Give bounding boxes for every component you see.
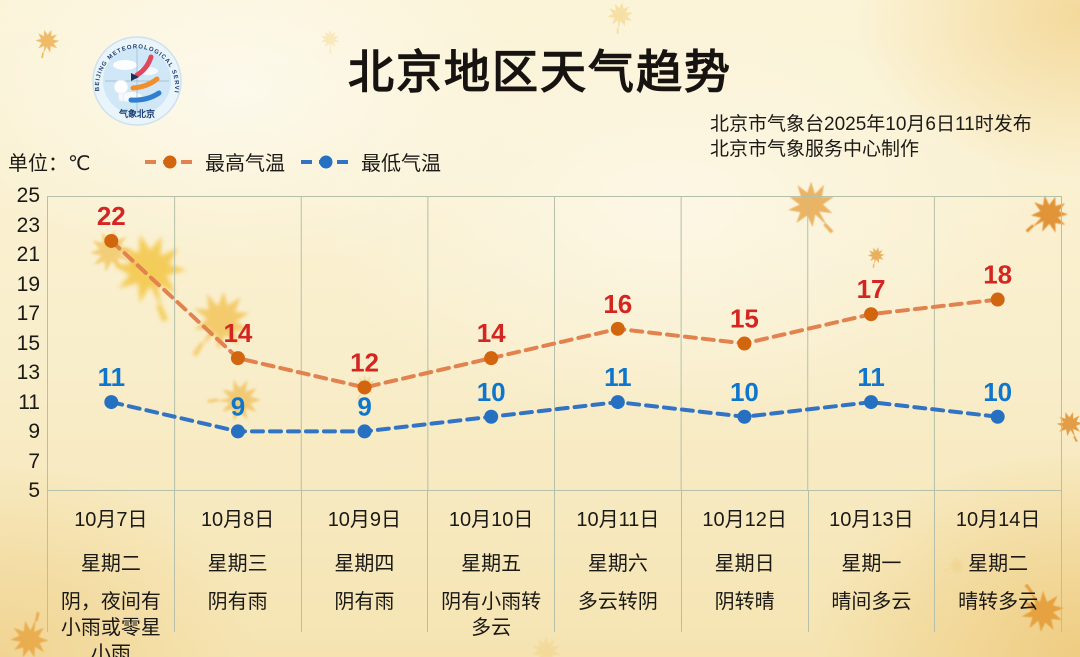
low-temp-point: [864, 395, 879, 410]
y-axis-tick: 9: [28, 420, 40, 443]
high-temp-line-swatch-icon: [145, 155, 195, 168]
day-weekday-label: 星期二: [80, 553, 141, 575]
low-temp-line-swatch-icon: [301, 155, 351, 168]
day-weather-label: 多云转阴: [577, 591, 658, 613]
low-temp-point: [484, 409, 499, 424]
high-temp-point: [104, 233, 119, 248]
day-weekday-label: 星期六: [587, 553, 648, 575]
day-date-label: 10月14日: [955, 509, 1041, 531]
low-temp-point: [230, 424, 245, 439]
low-temp-value-label: 11: [604, 362, 632, 392]
day-weather-label: 晴间多云: [831, 591, 912, 613]
publisher-line1: 北京市气象台2025年10月6日11时发布: [710, 114, 1032, 135]
y-axis-tick: 13: [16, 361, 40, 384]
high-temp-point: [737, 336, 752, 351]
x-axis-day-columns: 10月7日 星期二 阴，夜间有小雨或零星小雨 10月8日 星期三 阴有雨 10月9日 星期四阴…: [47, 491, 1062, 657]
low-temp-value-label: 10: [983, 377, 1012, 407]
day-weekday-label: 星期三: [207, 553, 268, 575]
day-date-label: 10月11日: [576, 509, 660, 531]
day-date-label: 10月13日: [829, 509, 914, 531]
day-weather-label: 阴有小雨转多云: [441, 591, 542, 639]
y-axis-tick: 23: [16, 213, 40, 237]
plot-area: 22 14 12 14 16 15 17 18 11 9 9 10 11 10 11 10: [47, 196, 1062, 491]
day-weather-label: 阴转晴: [714, 591, 775, 613]
high-temp-point: [357, 380, 372, 395]
high-temp-line: [109, 238, 1000, 390]
low-temp-line: [109, 400, 1000, 434]
low-temp-point: [737, 409, 752, 424]
high-temp-value-label: 16: [603, 289, 632, 319]
low-temp-point: [104, 395, 119, 410]
y-axis-tick: 19: [16, 272, 40, 296]
y-axis-tick: 21: [16, 243, 40, 266]
logo-bottom-text: 气象北京: [118, 108, 155, 119]
day-weekday-label: 星期五: [461, 553, 522, 575]
high-temp-point: [484, 351, 499, 366]
low-temp-value-label: 10: [730, 377, 759, 407]
page-title: 北京地区天气趋势: [348, 46, 732, 98]
day-column: 10月8日星期三阴有雨: [173, 491, 301, 632]
day-column: 10月9日星期四阴有雨: [300, 491, 428, 632]
day-weekday-label: 星期一: [841, 553, 902, 575]
high-temp-point: [864, 307, 879, 322]
low-temp-value-label: 11: [857, 362, 885, 392]
day-weekday-label: 星期日: [714, 553, 775, 575]
day-date-label: 10月7日: [74, 509, 148, 531]
day-column: 10月12日 星期日阴转晴: [680, 491, 808, 632]
low-temp-value-label: 10: [477, 377, 506, 407]
day-weather-label: 阴有雨: [334, 591, 395, 613]
day-date-label: 10月8日: [200, 509, 275, 531]
high-temp-value-label: 15: [730, 304, 759, 334]
low-temp-value-label: 11: [98, 362, 126, 392]
y-axis-tick: 5: [28, 479, 40, 502]
day-column: 10月10日 星期五阴有小雨转多云: [427, 491, 554, 639]
high-temp-value-label: 14: [477, 318, 506, 348]
publisher-info: 北京市气象台2025年10月6日11时发布 北京市气象服务中心制作: [710, 112, 1070, 162]
publisher-line2: 北京市气象服务中心制作: [710, 139, 920, 160]
high-temp-value-label: 14: [223, 318, 252, 348]
legend-item-low: 最低气温: [299, 147, 441, 176]
day-date-label: 10月9日: [327, 509, 402, 531]
unit-label: 单位：℃: [8, 153, 91, 175]
day-date-label: 10月12日: [702, 509, 787, 531]
high-temp-point: [230, 351, 245, 366]
day-weekday-label: 星期二: [968, 553, 1029, 575]
y-axis-tick: 17: [16, 302, 40, 325]
day-weather-label: 晴转多云: [958, 591, 1039, 613]
day-column: 10月13日 星期一晴间多云: [807, 491, 935, 632]
high-temp-point: [610, 321, 625, 336]
legend-item-high: 最高气温: [143, 147, 285, 176]
high-temp-value-label: 22: [97, 201, 126, 231]
day-weather-label: 阴有雨: [207, 591, 268, 613]
chart-legend: 最高气温 最低气温: [143, 147, 441, 176]
low-temp-point: [357, 424, 372, 439]
low-temp-point: [990, 409, 1005, 424]
y-axis-tick: 25: [16, 184, 40, 207]
day-column: 10月11日 星期六多云转阴: [554, 491, 681, 632]
day-date-label: 10月10日: [448, 509, 534, 531]
low-temp-point: [610, 395, 625, 410]
legend-high-label: 最高气温: [205, 153, 285, 175]
meteorological-service-logo: BEIJING METEOROLOGICAL SERVICE 气象北京: [91, 35, 182, 126]
day-column: 10月7日星期二阴，夜间有小雨或零星小雨: [47, 491, 174, 657]
y-axis-tick: 7: [28, 449, 40, 473]
legend-low-label: 最低气温: [361, 153, 441, 175]
day-weekday-label: 星期四: [334, 553, 395, 575]
high-temp-value-label: 17: [857, 274, 886, 304]
y-axis-tick: 15: [16, 331, 40, 355]
day-column: 10月14日 星期二晴转多云: [934, 491, 1062, 632]
temperature-chart: 22 14 12 14 16 15 17 18 11 9 9 10 11 10 11 10: [97, 197, 1012, 490]
high-temp-point: [990, 292, 1005, 307]
high-temp-value-label: 18: [983, 260, 1012, 290]
y-axis-tick: 11: [18, 390, 40, 414]
day-weather-label: 阴，夜间有小雨或零星小雨: [60, 591, 161, 657]
low-temp-value-label: 9: [357, 391, 371, 421]
low-temp-value-label: 9: [231, 391, 245, 421]
high-temp-value-label: 12: [350, 347, 379, 377]
